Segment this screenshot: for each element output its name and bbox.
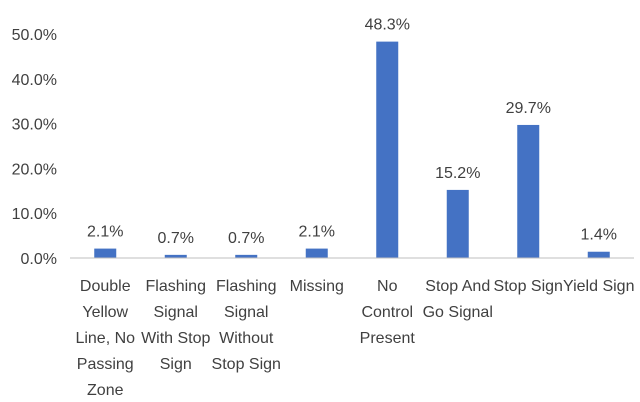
data-label: 15.2% bbox=[435, 165, 480, 182]
data-label: 29.7% bbox=[506, 100, 551, 117]
y-tick-label: 10.0% bbox=[12, 206, 57, 223]
data-label: 1.4% bbox=[581, 227, 617, 244]
y-tick-label: 40.0% bbox=[12, 72, 57, 89]
bar bbox=[164, 254, 187, 258]
data-labels: 2.1% 0.7% 0.7% 2.1% 48.3% 15.2% 29.7% 1.4% bbox=[87, 17, 617, 247]
x-tick-label: Stop Sign bbox=[494, 278, 563, 295]
x-tick-label: Flashing Signal Without Stop Sign bbox=[212, 278, 281, 373]
data-label: 2.1% bbox=[299, 224, 335, 241]
x-tick-label: Flashing Signal With Stop Sign bbox=[141, 278, 210, 373]
bar bbox=[94, 248, 117, 258]
bar bbox=[235, 254, 258, 258]
x-tick-label: No Control Present bbox=[360, 278, 416, 347]
x-tick-label: Missing bbox=[290, 278, 344, 295]
bar bbox=[446, 189, 469, 258]
bar bbox=[517, 124, 540, 258]
bar bbox=[376, 41, 399, 259]
y-tick-label: 30.0% bbox=[12, 117, 57, 134]
y-tick-label: 50.0% bbox=[12, 27, 57, 44]
y-axis: 0.0% 10.0% 20.0% 30.0% 40.0% 50.0% bbox=[12, 27, 57, 268]
x-tick-label: Yield Sign bbox=[563, 278, 634, 295]
data-label: 0.7% bbox=[228, 230, 264, 247]
x-tick-label: Stop And Go Signal bbox=[423, 278, 493, 321]
bars bbox=[94, 41, 610, 259]
data-label: 0.7% bbox=[158, 230, 194, 247]
x-tick-label: Double Yellow Line, No Passing Zone bbox=[75, 278, 135, 399]
bar bbox=[305, 248, 328, 258]
bar bbox=[587, 251, 610, 258]
data-label: 2.1% bbox=[87, 224, 123, 241]
y-tick-label: 20.0% bbox=[12, 161, 57, 178]
y-tick-label: 0.0% bbox=[21, 251, 57, 268]
data-label: 48.3% bbox=[365, 17, 410, 34]
